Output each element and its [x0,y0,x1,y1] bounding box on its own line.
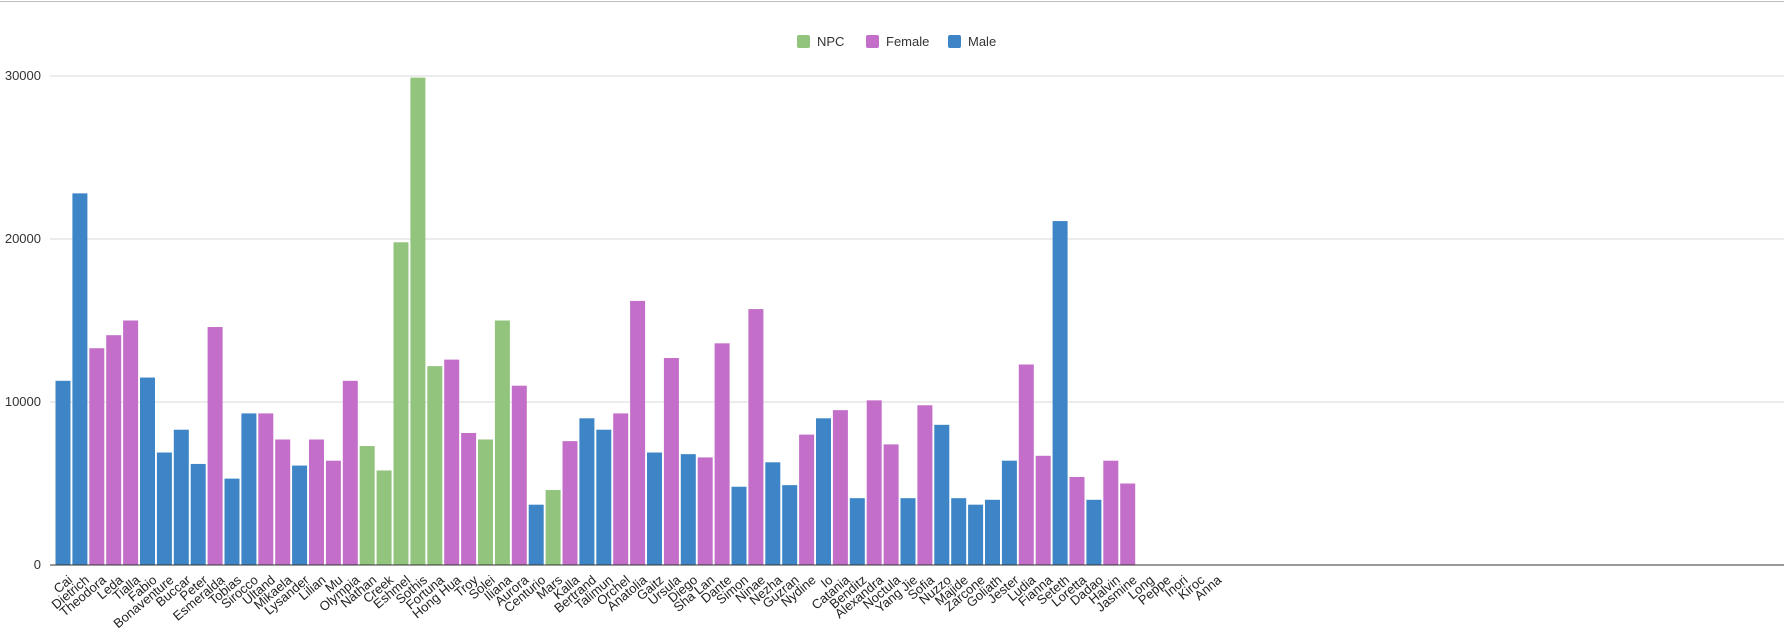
bar [528,504,544,565]
bar [359,446,375,565]
bar [1120,483,1136,565]
bar [342,380,358,565]
y-tick-label: 20000 [5,231,41,246]
bar [478,439,493,565]
bar [562,441,578,565]
bar [579,418,595,565]
bar [630,300,646,565]
bar [1001,460,1017,565]
legend-label: Male [968,34,996,49]
bar [951,498,967,565]
x-axis-labels: CaiDietrichTheodoraLedaTiallaFabioBonave… [49,572,1225,630]
legend-swatch [797,35,810,48]
y-tick-label: 0 [34,557,41,572]
y-tick-label: 10000 [5,394,41,409]
bar [72,193,88,566]
bar [190,463,206,565]
bar [680,454,696,565]
bar [697,457,713,565]
bar [1069,476,1085,565]
bar [275,439,291,565]
bar [224,478,240,565]
bar [1035,455,1051,565]
bar [596,429,612,565]
legend-label: NPC [817,34,844,49]
bar [410,77,426,565]
bar [241,413,257,565]
bar [292,465,308,565]
bar [325,460,341,565]
bar [782,485,798,565]
bar [714,343,730,565]
y-tick-label: 30000 [5,68,41,83]
bar [123,320,139,565]
bar [731,486,747,565]
bar [917,405,933,565]
bar [748,309,764,565]
bar [1086,499,1102,565]
bar [985,499,1000,565]
bars-group [55,77,1136,566]
bar [900,498,916,565]
legend-swatch [948,35,961,48]
legend: NPC Female Male [797,34,996,49]
bar [883,444,899,565]
bar [494,320,510,565]
bar [934,424,950,565]
bar [393,242,409,565]
bar [765,462,781,565]
bar [816,418,831,565]
bar [1018,364,1034,565]
bar [376,470,392,565]
bar [545,490,561,565]
bar [647,452,662,565]
bar [140,377,155,565]
bar [89,348,105,565]
bar [613,413,629,565]
bar [968,504,984,565]
bar [258,413,274,565]
bar [444,359,460,565]
bar [427,366,443,565]
bar [799,434,815,565]
bar [55,380,71,565]
bar [309,439,324,565]
bar [106,335,122,565]
legend-swatch [866,35,879,48]
bar [156,452,172,565]
bar [1052,221,1068,565]
y-axis: 0 10000 20000 30000 [5,68,41,572]
bar [849,498,865,565]
bar [832,410,848,565]
bar [511,385,527,565]
gridlines [50,75,1784,403]
bar [207,327,223,565]
legend-label: Female [886,34,929,49]
bar [461,432,477,565]
bar [866,400,882,565]
bar [173,429,189,565]
bar [1103,460,1119,565]
bar [663,357,679,565]
